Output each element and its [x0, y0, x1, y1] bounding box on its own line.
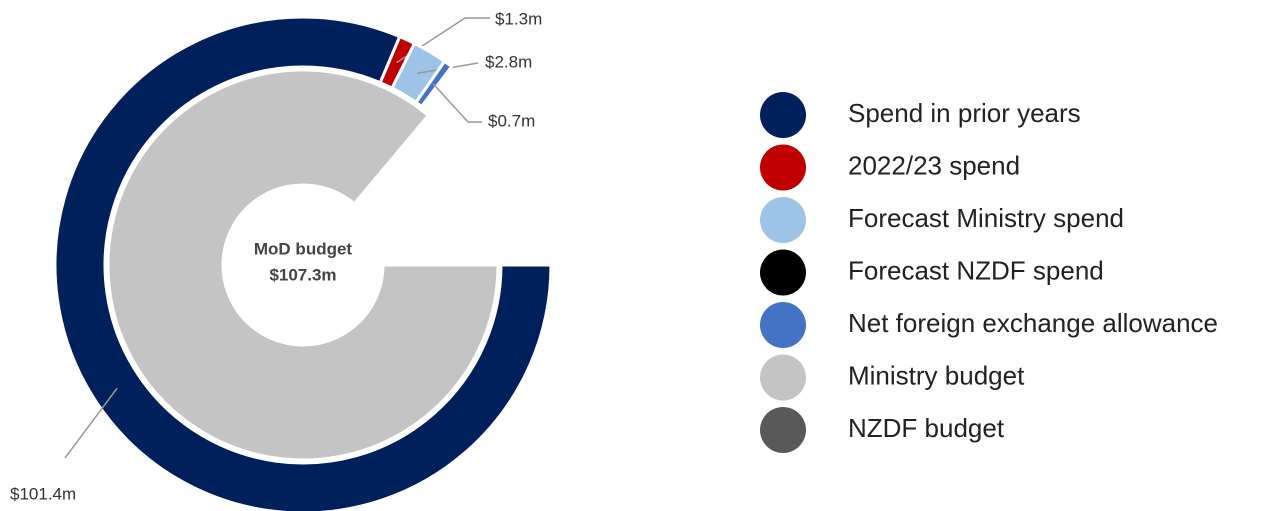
legend-swatch — [760, 407, 806, 453]
legend-label: Forecast NZDF spend — [848, 255, 1104, 285]
legend-label: Ministry budget — [848, 360, 1025, 390]
legend-label: Spend in prior years — [848, 98, 1081, 128]
legend-label: 2022/23 spend — [848, 150, 1020, 180]
legend-label: Net foreign exchange allowance — [848, 308, 1218, 338]
center-title: MoD budget — [254, 239, 353, 258]
legend-swatch — [760, 92, 806, 138]
value-label: $2.8m — [485, 52, 532, 71]
value-label: $1.3m — [495, 9, 542, 28]
legend-swatch — [760, 249, 806, 296]
legend-label: NZDF budget — [848, 413, 1005, 443]
value-label: $101.4m — [10, 484, 76, 503]
legend-label: Forecast Ministry spend — [848, 203, 1124, 233]
legend-swatch — [760, 354, 806, 401]
leader-line — [64, 387, 118, 459]
leader-line — [432, 83, 482, 123]
donut-segment — [106, 68, 500, 462]
value-label: $0.7m — [488, 111, 535, 130]
legend-swatch — [760, 144, 806, 191]
donut-segment — [353, 114, 430, 205]
center-value: $107.3m — [269, 265, 336, 284]
donut-segment — [53, 15, 553, 511]
legend-swatch — [760, 197, 806, 243]
legend-swatch — [760, 302, 806, 348]
